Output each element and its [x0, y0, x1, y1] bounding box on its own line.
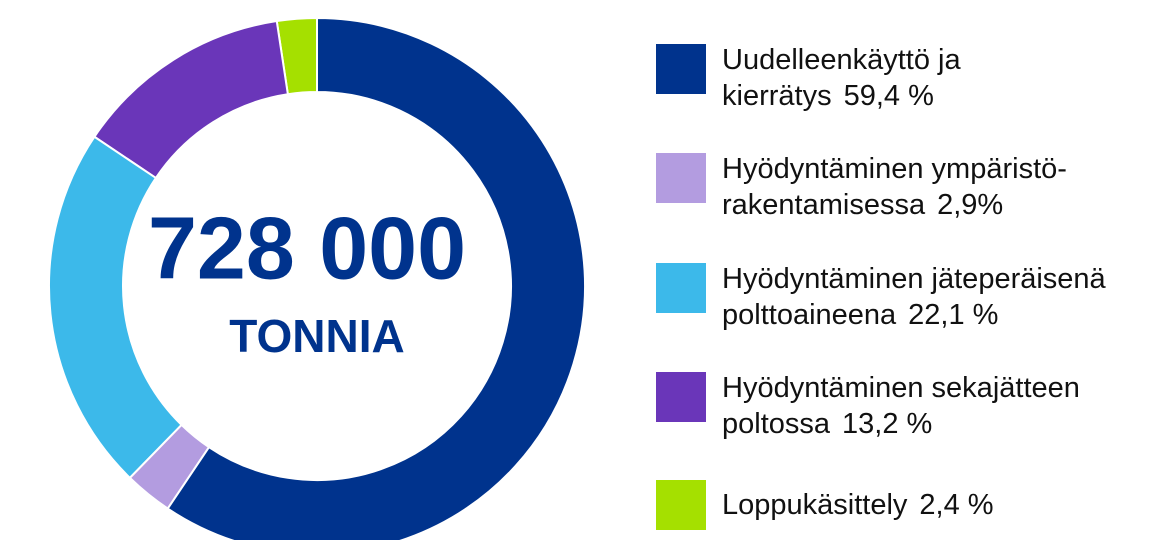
value-label: 2,4 %	[919, 489, 994, 521]
value-label: 13,2 %	[842, 408, 933, 440]
donut-segment	[93, 19, 289, 180]
donut-segment	[48, 135, 183, 480]
value-label: 59,4 %	[843, 80, 934, 112]
legend-swatch	[656, 263, 706, 313]
legend-text: Hyödyntäminen sekajätteen poltossa 13,2 %	[722, 370, 1080, 442]
legend-label: Hyödyntäminen jäteperäisenä polttoaineen…	[722, 263, 1106, 331]
legend-text: Hyödyntäminen ympäristö- rakentamisessa 2…	[722, 151, 1067, 223]
donut-segment	[128, 423, 211, 510]
legend-label: Hyödyntäminen sekajätteen poltossa	[722, 372, 1080, 440]
donut-segment	[166, 16, 586, 540]
legend-swatch	[656, 372, 706, 422]
legend-text: Loppukäsittely 2,4 %	[722, 487, 994, 523]
legend-label: Loppukäsittely	[722, 489, 908, 521]
legend-swatch	[656, 44, 706, 94]
legend-text: Uudelleenkäyttö ja kierrätys 59,4 %	[722, 42, 961, 114]
center-unit: TONNIA	[229, 310, 405, 362]
center-value: 728 000	[148, 198, 466, 297]
legend-label: Hyödyntäminen ympäristö- rakentamisessa	[722, 153, 1067, 221]
chart: 728 000 TONNIA	[48, 16, 586, 540]
value-label: 2,9%	[937, 189, 1004, 221]
legend-text: Hyödyntäminen jäteperäisenä polttoaineen…	[722, 261, 1106, 333]
legend-swatch	[656, 480, 706, 530]
legend: Uudelleenkäyttö ja kierrätys 59,4 % Hyödyn…	[656, 0, 1173, 540]
legend-swatch	[656, 153, 706, 203]
legend-label: Uudelleenkäyttö ja kierrätys	[722, 44, 961, 112]
value-label: 22,1 %	[908, 299, 999, 331]
